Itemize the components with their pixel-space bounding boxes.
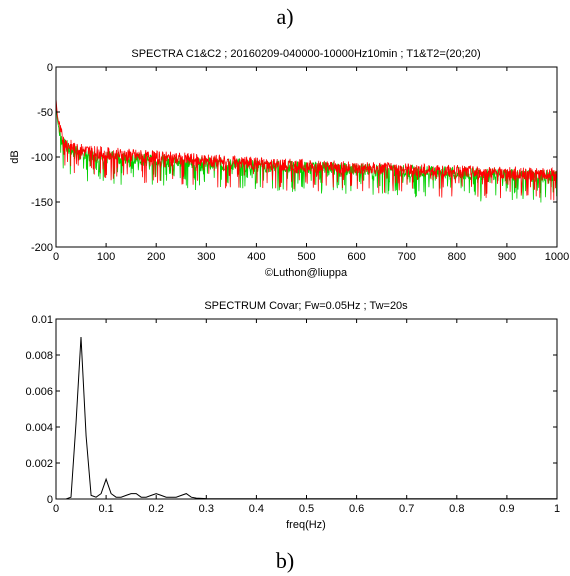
x-tick-label: 0.3 — [199, 503, 214, 515]
y-tick-label: -150 — [31, 197, 53, 209]
x-tick-label: 0.5 — [299, 503, 314, 515]
spectra-chart-title: SPECTRA C1&C2 ; 20160209-040000-10000Hz1… — [131, 48, 480, 60]
x-tick-label: 0.1 — [98, 503, 113, 515]
x-tick-label: 0.4 — [249, 503, 264, 515]
y-tick-label: 0 — [47, 494, 53, 506]
y-tick-label: -100 — [31, 152, 53, 164]
y-tick-label: 0.006 — [25, 386, 53, 398]
y-tick-label: 0.01 — [32, 314, 53, 326]
y-tick-label: 0.002 — [25, 458, 53, 470]
x-tick-label: 0.7 — [399, 503, 414, 515]
spectra-x-axis-label: ©Luthon@liuppa — [265, 267, 348, 279]
panel-label-b: b) — [276, 548, 294, 573]
covar-spectrum-line — [56, 336, 557, 500]
x-tick-label: 1 — [554, 503, 560, 515]
x-tick-label: 0 — [53, 251, 59, 263]
x-tick-label: 0.9 — [499, 503, 514, 515]
x-tick-label: 800 — [448, 251, 466, 263]
plot-area — [56, 336, 557, 500]
plot-area — [55, 98, 558, 203]
x-tick-label: 0 — [53, 503, 59, 515]
y-tick-label: 0.004 — [25, 422, 53, 434]
x-tick-label: 0.8 — [449, 503, 464, 515]
x-tick-label: 1000 — [545, 251, 569, 263]
covar-chart-title: SPECTRUM Covar; Fw=0.05Hz ; Tw=20s — [204, 300, 408, 312]
x-tick-label: 200 — [147, 251, 165, 263]
y-tick-label: 0.008 — [25, 350, 53, 362]
spectra-y-axis-label: dB — [9, 150, 21, 163]
x-tick-label: 500 — [297, 251, 315, 263]
x-tick-label: 600 — [347, 251, 365, 263]
x-tick-label: 300 — [197, 251, 215, 263]
x-tick-label: 0.2 — [149, 503, 164, 515]
y-tick-label: -200 — [31, 242, 53, 254]
axes-box — [55, 318, 558, 500]
covar-x-axis-label: freq(Hz) — [286, 519, 326, 531]
x-tick-label: 100 — [97, 251, 115, 263]
x-tick-label: 0.6 — [349, 503, 364, 515]
x-tick-label: 900 — [498, 251, 516, 263]
x-tick-label: 700 — [398, 251, 416, 263]
covar-spectrum-chart: SPECTRUM Covar; Fw=0.05Hz ; Tw=20s freq(… — [25, 300, 560, 531]
series-line-red — [55, 98, 558, 201]
y-tick-label: 0 — [47, 62, 53, 74]
y-tick-label: -50 — [37, 107, 53, 119]
panel-label-a: a) — [276, 4, 293, 29]
x-tick-label: 400 — [247, 251, 265, 263]
spectra-chart: SPECTRA C1&C2 ; 20160209-040000-10000Hz1… — [9, 48, 569, 279]
